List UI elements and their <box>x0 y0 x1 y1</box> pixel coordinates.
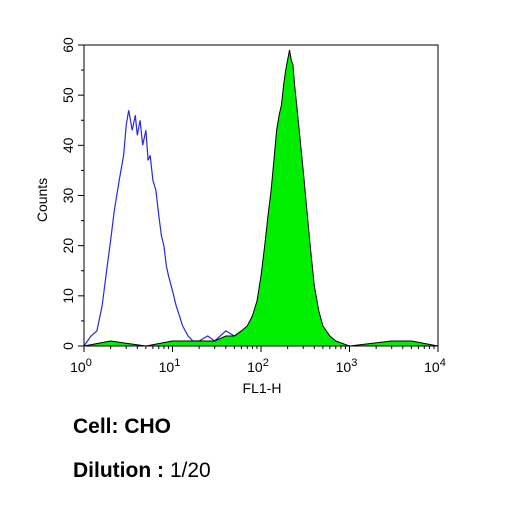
y-tick-label: 10 <box>60 288 76 304</box>
dilution-label: Dilution : <box>73 459 164 482</box>
y-tick-label: 50 <box>60 87 76 103</box>
dilution-value: 1/20 <box>169 459 211 482</box>
cell-caption: Cell: CHO <box>73 415 171 439</box>
x-tick-label: 104 <box>424 357 446 375</box>
x-tick-label: 101 <box>159 357 181 375</box>
x-tick-label: 102 <box>247 357 269 375</box>
y-tick-label: 0 <box>60 342 76 350</box>
y-tick-label: 20 <box>60 238 76 254</box>
y-axis-ticks: 0 10 20 30 40 50 60 <box>60 37 84 350</box>
flow-cytometry-histogram: 100 101 102 103 104 0 10 20 30 40 50 60 FL1-H Coun… <box>34 37 446 396</box>
y-tick-label: 40 <box>60 137 76 153</box>
cell-label: Cell: CHO <box>73 415 172 438</box>
y-tick-label: 30 <box>60 188 76 204</box>
y-axis-title: Counts <box>34 178 50 222</box>
series-layer <box>83 49 439 347</box>
x-axis-ticks: 100 101 102 103 104 <box>70 346 446 375</box>
x-axis-title: FL1-H <box>243 380 282 396</box>
x-tick-label: 100 <box>70 357 92 375</box>
x-tick-label: 103 <box>336 357 358 375</box>
series-filled-histogram <box>83 49 439 347</box>
y-tick-label: 60 <box>60 37 76 53</box>
series-outline-histogram <box>83 110 262 347</box>
dilution-caption: Dilution : 1/20 <box>73 459 211 483</box>
